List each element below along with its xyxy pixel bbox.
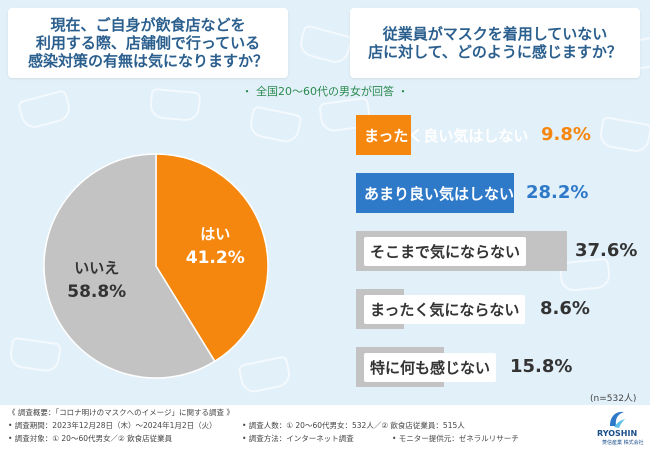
bar-1: あまり良い気はしない [356,173,514,213]
bar-label: まったく良い気はしない [364,126,529,145]
question-box-right: 従業員がマスクを着用していない 店に対して、どのように感じますか？ [350,8,640,78]
sample-size: (n=532人) [590,394,637,404]
mask-icon [597,115,650,155]
pie-chart: はい 41.2% いいえ 58.8% [43,153,269,379]
pie-slice-yes [155,153,269,363]
bar-value: 8.6% [540,298,590,319]
footer: 《 調査概要：「コロナ明けのマスクへのイメージ」に関する調査 》 • 調査期間：… [0,405,650,450]
survey-period: • 調査期間：2023年12月28日（木）～2024年1月2日（火） [8,421,217,430]
bar-3: まったく気にならない [356,289,526,329]
mask-icon [296,24,354,66]
question-left: 現在、ご自身が飲食店などを 利用する際、店舗側で行っている 感染対策の有無は気に… [27,16,268,70]
company-logo-sub: 菱信産業 株式会社 [602,440,644,446]
survey-target: • 調査対象：① 20～60代男女／② 飲食店従業員 [8,434,173,443]
mask-icon [247,105,303,145]
pie-label: はい [200,225,230,243]
respondent-note: ・ 全国20～60代の男女が回答 ・ [241,85,409,98]
bar-2: そこまで気にならない [356,231,567,271]
survey-overview: 《 調査概要：「コロナ明けのマスクへのイメージ」に関する調査 》 [8,408,234,417]
pie-value: 41.2% [186,248,245,268]
bar-label: まったく気にならない [364,294,526,324]
bar-value: 15.8% [510,356,573,377]
pie-value: 58.8% [67,282,126,302]
pie-label: いいえ [74,259,119,277]
bar-label: あまり良い気はしない [364,184,515,203]
question-right: 従業員がマスクを着用していない 店に対して、どのように感じますか？ [368,25,622,61]
bar-0: まったく良い気はしない [356,115,528,155]
company-logo-name: RYOSHIN [597,429,638,438]
pie-slice-no [43,153,216,379]
survey-people: • 調査人数：① 20～60代男女：532人／② 飲食店従業員：515人 [242,421,465,430]
survey-monitor: • モニター提供元：ゼネラルリサーチ [392,434,519,443]
bar-value: 37.6% [575,240,638,261]
bar-label: そこまで気にならない [364,236,527,266]
bar-label: 特に何も感じない [364,352,497,382]
question-box-left: 現在、ご自身が飲食店などを 利用する際、店舗側で行っている 感染対策の有無は気に… [8,8,288,78]
bar-value: 28.2% [526,182,589,203]
bar-4: 特に何も感じない [356,347,497,387]
bar-value: 9.8% [541,124,591,145]
company-logo-icon [610,411,625,428]
survey-method: • 調査方法：インターネット調査 [242,434,354,443]
